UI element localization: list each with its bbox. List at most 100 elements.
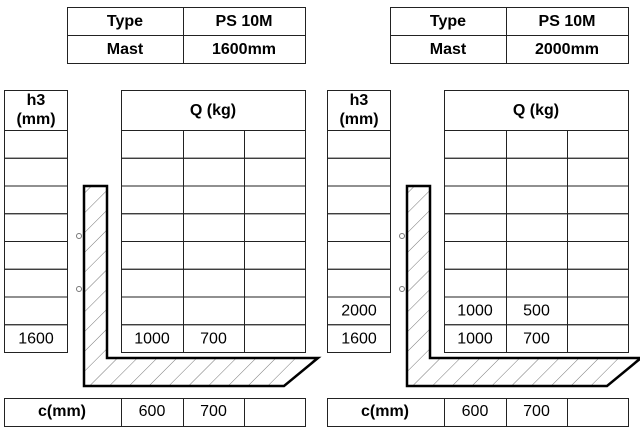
cell: [121, 157, 184, 187]
cell: [4, 324, 68, 353]
spec-cell: Type: [430, 13, 466, 30]
q-value: 500: [523, 303, 550, 320]
c-value: 600: [462, 403, 489, 420]
cell: [327, 157, 391, 187]
cell: [183, 185, 245, 215]
cell: [506, 268, 568, 298]
cell: [506, 130, 568, 159]
cell: [244, 130, 306, 159]
cell: [244, 213, 306, 242]
cell: [121, 296, 184, 326]
cell: [567, 157, 629, 187]
h3-header: (mm): [16, 111, 55, 128]
cell: [183, 35, 306, 64]
cell: [567, 324, 629, 353]
q-value: 1000: [457, 303, 493, 320]
q-header: Q (kg): [190, 102, 236, 119]
cell: [121, 185, 184, 215]
cell: [506, 185, 568, 215]
cell: [244, 268, 306, 298]
cell: [444, 157, 507, 187]
cell: [244, 157, 306, 187]
cell: [567, 213, 629, 242]
q-value: 700: [200, 330, 227, 347]
c-label: c(mm): [361, 403, 409, 420]
cell: [506, 157, 568, 187]
cell: [183, 268, 245, 298]
q-header: Q (kg): [513, 102, 559, 119]
cell: [244, 241, 306, 270]
cell: [327, 241, 391, 270]
fork: [405, 184, 640, 388]
fork-hole: [76, 286, 82, 292]
cell: [244, 398, 306, 427]
c-value: 700: [523, 403, 550, 420]
h3-value: 2000: [341, 303, 377, 320]
cell: [444, 268, 507, 298]
cell: [444, 213, 507, 242]
spec-cell: Mast: [430, 41, 467, 58]
cell: [567, 398, 629, 427]
cell: [121, 268, 184, 298]
cell: [183, 213, 245, 242]
spec-cell: PS 10M: [539, 13, 596, 30]
cell: [444, 241, 507, 270]
h3-header: h3: [350, 92, 369, 109]
cell: [4, 130, 68, 159]
cell: [244, 296, 306, 326]
spec-cell: 2000mm: [535, 41, 599, 58]
q-value: 1000: [134, 330, 170, 347]
cell: [506, 35, 629, 64]
cell: [327, 324, 391, 353]
fork-hole: [76, 233, 82, 239]
spec-cell: Mast: [107, 41, 144, 58]
h3-value: 1600: [18, 330, 54, 347]
cell: [327, 213, 391, 242]
cell: [4, 157, 68, 187]
cell: [444, 130, 507, 159]
cell: [327, 268, 391, 298]
fork-hole: [399, 233, 405, 239]
cell: [327, 130, 391, 159]
spec-cell: PS 10M: [216, 13, 273, 30]
panel: Type PS 10M Mast 1600mm h3 (mm) Q (kg) 1600 1000…: [4, 7, 322, 427]
spec-cell: 1600mm: [212, 41, 276, 58]
cell: [4, 296, 68, 326]
spec-cell: Type: [107, 13, 143, 30]
cell: [567, 185, 629, 215]
cell: [4, 268, 68, 298]
cell: [567, 268, 629, 298]
cell: [244, 185, 306, 215]
cell: [444, 185, 507, 215]
h3-value: 1600: [341, 330, 377, 347]
cell: [121, 213, 184, 242]
cell: [183, 241, 245, 270]
h3-header: h3: [27, 92, 46, 109]
cell: [567, 296, 629, 326]
cell: [183, 130, 245, 159]
cell: [244, 324, 306, 353]
cell: [567, 130, 629, 159]
cell: [4, 185, 68, 215]
cell: [121, 241, 184, 270]
fork-hole: [399, 286, 405, 292]
cell: [183, 157, 245, 187]
fork: [82, 184, 322, 388]
cell: [121, 130, 184, 159]
cell: [567, 241, 629, 270]
cell: [327, 185, 391, 215]
q-value: 1000: [457, 330, 493, 347]
cell: [4, 241, 68, 270]
cell: [506, 213, 568, 242]
cell: [506, 241, 568, 270]
q-value: 700: [523, 330, 550, 347]
cell: [183, 296, 245, 326]
c-value: 700: [200, 403, 227, 420]
c-label: c(mm): [38, 403, 86, 420]
cell: [4, 213, 68, 242]
c-value: 600: [139, 403, 166, 420]
panel: Type PS 10M Mast 2000mm h3 (mm) Q (kg) 2000 1000…: [327, 7, 640, 427]
h3-header: (mm): [339, 111, 378, 128]
